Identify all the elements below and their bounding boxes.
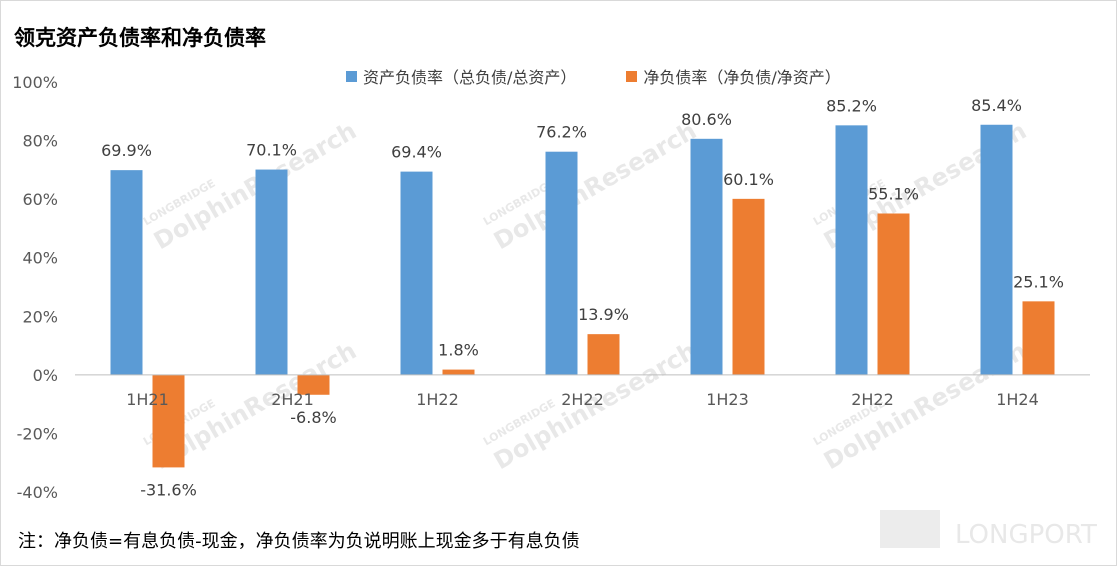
bar-net-debt: [877, 213, 910, 375]
x-tick-label: 1H21: [126, 390, 169, 409]
data-label-net-debt: 25.1%: [1013, 272, 1064, 291]
bar-net-debt: [297, 374, 330, 395]
bar-asset-liability: [255, 169, 288, 375]
footnote: 注：净负债=有息负债-现金，净负债率为负说明账上现金多于有息负债: [18, 531, 580, 552]
legend: 资产负债率（总负债/总资产） 净负债率（净负债/净资产）: [346, 64, 841, 88]
bar-net-debt: [587, 334, 620, 375]
logo-mark-icon: [880, 510, 940, 548]
x-tick-label: 1H22: [416, 390, 459, 409]
data-label-asset-liability: 69.9%: [101, 141, 152, 160]
bar-asset-liability: [400, 171, 433, 375]
legend-swatch-asset-liability: [346, 70, 357, 82]
legend-swatch-net-debt: [626, 70, 638, 82]
data-label-net-debt: 1.8%: [438, 341, 479, 360]
legend-label-net-debt: 净负债率（净负债/净资产）: [643, 68, 841, 87]
data-label-net-debt: 60.1%: [723, 170, 774, 189]
legend-item-asset-liability: 资产负债率（总负债/总资产）: [346, 64, 576, 88]
y-tick-label: 60%: [22, 190, 58, 209]
bar-net-debt: [152, 374, 185, 468]
data-label-asset-liability: 69.4%: [391, 143, 442, 162]
x-tick-label: 2H22: [851, 390, 894, 409]
data-label-asset-liability: 70.1%: [246, 141, 297, 160]
y-tick-label: 40%: [22, 249, 58, 268]
bar-net-debt: [442, 369, 475, 375]
bar-asset-liability: [835, 125, 868, 375]
bar-asset-liability: [690, 138, 723, 375]
data-label-net-debt: -6.8%: [290, 408, 336, 427]
legend-label-asset-liability: 资产负债率（总负债/总资产）: [363, 68, 577, 87]
data-label-asset-liability: 85.2%: [826, 96, 877, 115]
data-label-net-debt: -31.6%: [140, 480, 197, 499]
longport-logo: LONGPORT: [880, 510, 1097, 550]
data-label-net-debt: 13.9%: [578, 305, 629, 324]
bar-asset-liability: [545, 151, 578, 375]
x-tick-label: 1H23: [706, 390, 749, 409]
data-label-net-debt: 55.1%: [868, 184, 919, 203]
data-label-asset-liability: 85.4%: [971, 96, 1022, 115]
data-label-asset-liability: 76.2%: [536, 123, 587, 142]
y-tick-label: 20%: [22, 307, 58, 326]
data-labels-layer: 69.9% -31.6% 70.1% -6.8% 69.4% 1.8% 76.2% 13.9%…: [101, 96, 1064, 500]
watermark-name: DolphinResearch: [149, 117, 361, 256]
bars-layer: [110, 124, 1055, 468]
y-tick-label: 80%: [22, 132, 58, 151]
chart-title: 领克资产负债率和净负债率: [14, 26, 266, 50]
y-axis: 100% 80% 60% 40% 20% 0% -20% -40%: [12, 73, 58, 502]
y-tick-label: 0%: [33, 366, 58, 385]
x-tick-label: 2H22: [561, 390, 604, 409]
logo-text: LONGPORT: [955, 520, 1097, 550]
x-tick-label: 1H24: [996, 390, 1039, 409]
legend-item-net-debt: 净负债率（净负债/净资产）: [626, 64, 841, 88]
bar-asset-liability: [110, 170, 143, 375]
x-tick-label: 2H21: [271, 390, 314, 409]
data-label-asset-liability: 80.6%: [681, 110, 732, 129]
bar-asset-liability: [980, 124, 1013, 375]
watermark-name: DolphinResearch: [489, 117, 701, 256]
bar-net-debt: [1022, 301, 1055, 375]
y-tick-label: -20%: [17, 424, 58, 443]
y-tick-label: -40%: [17, 483, 58, 502]
x-axis: 1H21 2H21 1H22 2H22 1H23 2H22 1H24: [126, 390, 1039, 409]
bar-net-debt: [732, 198, 765, 375]
y-tick-label: 100%: [12, 73, 58, 92]
